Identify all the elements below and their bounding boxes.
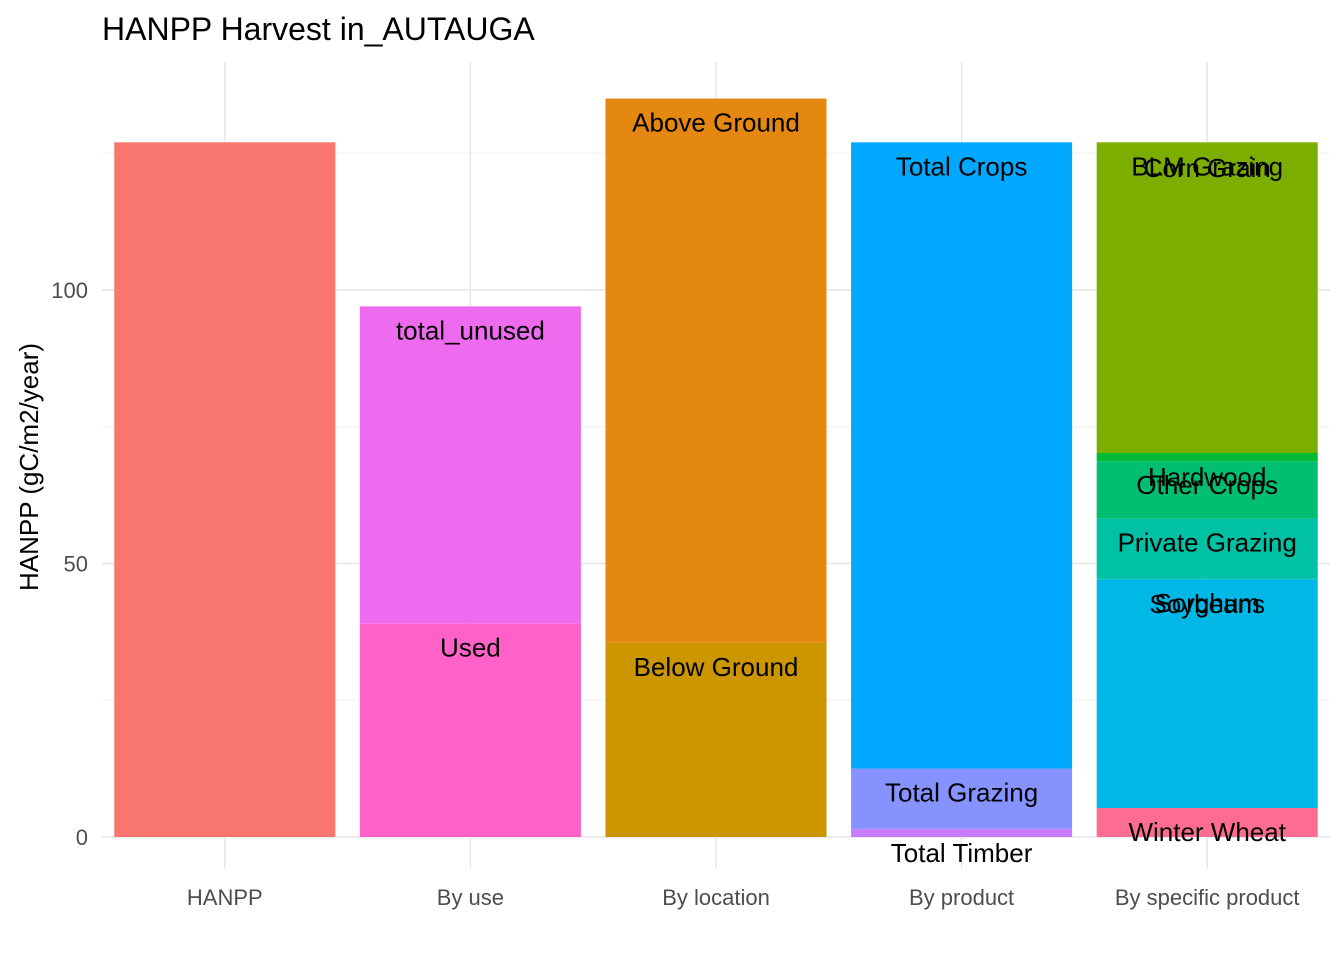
x-tick-label: By specific product <box>1115 885 1300 910</box>
bar-segment <box>605 642 827 837</box>
segment-label: Winter Wheat <box>1128 817 1286 847</box>
y-axis-title: HANPP (gC/m2/year) <box>14 343 44 591</box>
segment-label: Used <box>440 633 501 663</box>
x-tick-label: By location <box>662 885 770 910</box>
bar-segment <box>359 306 581 624</box>
segment-label: Sorghum <box>1154 588 1260 618</box>
y-tick-label: 0 <box>76 825 88 850</box>
x-tick-label: HANPP <box>187 885 263 910</box>
bars <box>114 98 1318 837</box>
bar-segment <box>1096 808 1318 837</box>
chart-title: HANPP Harvest in_AUTAUGA <box>102 11 535 47</box>
bar-segment <box>359 623 581 837</box>
x-tick-label: By product <box>909 885 1014 910</box>
segment-label: Total Timber <box>891 838 1033 868</box>
y-axis-ticks: 0 50 100 <box>51 278 88 850</box>
segment-label: Above Ground <box>632 108 800 138</box>
x-tick-label: By use <box>437 885 504 910</box>
segment-label: Below Ground <box>634 652 799 682</box>
bar-segment <box>605 98 827 643</box>
segment-label: Total Grazing <box>885 778 1038 808</box>
y-tick-label: 100 <box>51 278 88 303</box>
segment-label: Total Crops <box>896 151 1028 181</box>
bar-segment <box>851 768 1073 829</box>
bar-segment <box>1096 453 1318 462</box>
bar-segment <box>1096 143 1318 454</box>
y-tick-label: 50 <box>64 552 88 577</box>
x-axis-ticks: HANPP By use By location By product By speci… <box>187 885 1300 910</box>
segment-labels: Used total_unused Below Ground Above Ground… <box>396 108 1297 868</box>
bar-segment <box>851 828 1073 837</box>
segment-label: Hardwood <box>1148 462 1267 492</box>
bar-segment <box>1096 579 1318 809</box>
bar-segment <box>1096 142 1318 144</box>
segment-label: Other Crops <box>1136 470 1278 500</box>
bar-segment <box>1096 518 1318 579</box>
segment-label: BLM Grazing <box>1131 151 1283 181</box>
bar-segment <box>1096 578 1318 580</box>
segment-label: Corn Grain <box>1144 153 1271 183</box>
bar-segment <box>1096 461 1318 519</box>
segment-label: total_unused <box>396 315 545 345</box>
segment-label: Soybeans <box>1149 589 1265 619</box>
bar-segment <box>851 142 1073 769</box>
segment-label: Private Grazing <box>1118 528 1297 558</box>
bar-segment <box>114 142 336 837</box>
